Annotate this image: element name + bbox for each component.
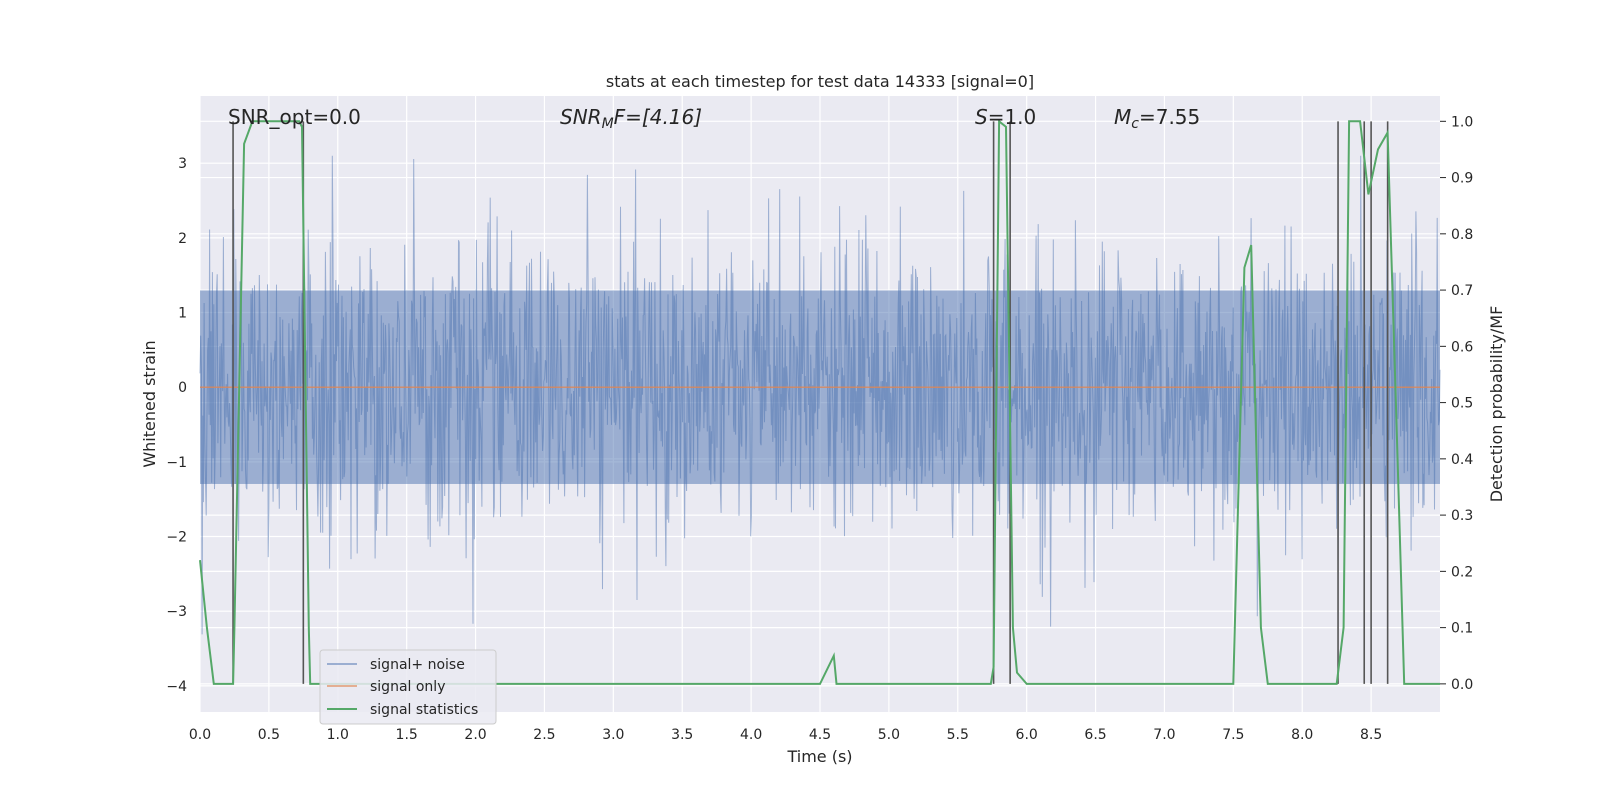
chart-title: stats at each timestep for test data 143… (606, 72, 1034, 91)
x-tick-label: 2.5 (533, 727, 555, 743)
x-tick-label: 3.0 (602, 727, 624, 743)
annotation-snr-mf: SNRMF=[4.16] (560, 105, 702, 132)
x-tick-label: 8.0 (1291, 727, 1313, 743)
y2-tick-label: 0.1 (1451, 621, 1473, 637)
noise-trace (199, 155, 1441, 635)
y2-tick-label: 0.0 (1451, 677, 1473, 693)
x-tick-label: 5.5 (947, 727, 969, 743)
y-tick-label: −3 (166, 604, 187, 620)
y-tick-label: −1 (166, 455, 187, 471)
x-tick-label: 5.0 (878, 727, 900, 743)
y2-tick-label: 0.7 (1451, 283, 1473, 299)
x-axis-ticks: 0.0 0.5 1.0 1.5 2.0 2.5 3.0 3.5 4.0 4.5 5.0 5.5 6.0 6… (189, 727, 1382, 743)
y-tick-label: −4 (166, 679, 187, 695)
x-tick-label: 7.0 (1153, 727, 1175, 743)
x-tick-label: 1.5 (396, 727, 418, 743)
x-tick-label: 8.5 (1360, 727, 1382, 743)
y-axis-ticks: −4 −3 −2 −1 0 1 2 3 (166, 156, 187, 695)
annotation-mc: Mc=7.55 (1114, 105, 1200, 132)
signal-statistics-series (199, 119, 1440, 685)
y2-axis-label: Detection probability/MF (1487, 306, 1506, 503)
y2-tick-label: 0.5 (1451, 396, 1473, 412)
x-tick-label: 0.0 (189, 727, 211, 743)
x-tick-label: 0.5 (258, 727, 280, 743)
y2-axis-ticks: 0.0 0.1 0.2 0.3 0.4 0.5 0.6 0.7 0.8 0.9 1.0 (1440, 114, 1473, 693)
x-axis-label: Time (s) (786, 747, 852, 766)
legend-label-noise: signal+ noise (370, 657, 465, 673)
x-tick-label: 6.5 (1084, 727, 1106, 743)
x-tick-label: 2.0 (464, 727, 486, 743)
y-tick-label: 3 (178, 156, 187, 172)
y2-tick-label: 0.4 (1451, 452, 1473, 468)
x-tick-label: 6.0 (1016, 727, 1038, 743)
legend-label-signal: signal only (370, 679, 445, 695)
y2-tick-label: 1.0 (1451, 114, 1473, 130)
y-axis-label: Whitened strain (140, 340, 159, 467)
y2-tick-label: 0.8 (1451, 227, 1473, 243)
x-tick-label: 3.5 (671, 727, 693, 743)
y-tick-label: −2 (166, 530, 187, 546)
x-tick-label: 7.5 (1222, 727, 1244, 743)
y2-tick-label: 0.6 (1451, 339, 1473, 355)
annotation-snr-opt: SNR_opt=0.0 (228, 105, 361, 129)
legend-box (319, 649, 497, 725)
x-tick-label: 4.0 (740, 727, 762, 743)
y2-tick-label: 0.3 (1451, 508, 1473, 524)
y2-tick-label: 0.9 (1451, 171, 1473, 187)
legend-label-stats: signal statistics (370, 702, 478, 718)
y-tick-label: 2 (178, 231, 187, 247)
y-tick-label: 0 (178, 380, 187, 396)
x-tick-label: 1.0 (327, 727, 349, 743)
y-tick-label: 1 (178, 306, 187, 322)
legend: signal+ noise signal only signal statist… (319, 649, 497, 725)
annotation-s: S=1.0 (975, 105, 1036, 129)
x-tick-label: 4.5 (809, 727, 831, 743)
y2-tick-label: 0.2 (1451, 564, 1473, 580)
